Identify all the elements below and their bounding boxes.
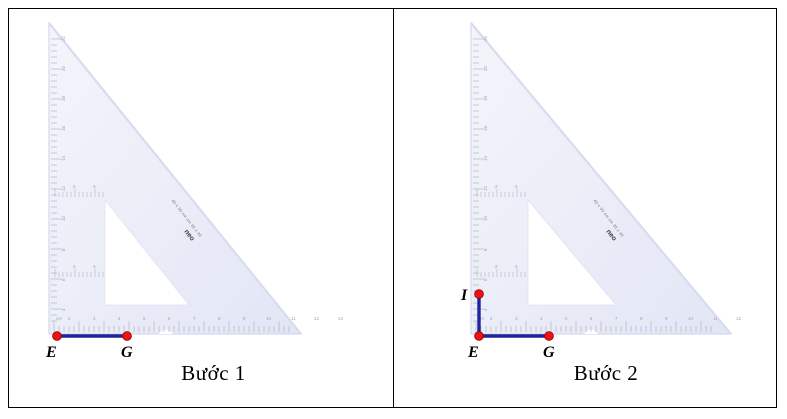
svg-text:2: 2 bbox=[73, 184, 76, 189]
ruler-left-scale: 22 20 18 16 14 12 10 8 6 4 bbox=[51, 36, 66, 322]
bottom-scale-unit: cm bbox=[56, 316, 62, 321]
ruler-inner-cutout bbox=[104, 198, 190, 306]
svg-text:22: 22 bbox=[483, 36, 488, 41]
svg-text:12: 12 bbox=[314, 316, 319, 321]
point-I-marker bbox=[474, 289, 484, 299]
ruler-left-scale: 22 20 18 16 14 12 10 8 6 4 bbox=[473, 36, 488, 322]
svg-text:12: 12 bbox=[61, 186, 66, 191]
panel-step-2: cm 2 3 4 5 6 7 8 9 10 11 12 bbox=[394, 9, 778, 407]
svg-text:3: 3 bbox=[93, 184, 96, 189]
svg-text:22: 22 bbox=[61, 36, 66, 41]
point-G-marker bbox=[122, 331, 132, 341]
set-square-ruler: cm 2 3 4 5 6 7 8 9 10 11 12 bbox=[470, 21, 741, 335]
point-G-marker bbox=[544, 331, 554, 341]
svg-text:2: 2 bbox=[490, 316, 493, 321]
svg-text:20: 20 bbox=[483, 66, 488, 71]
svg-text:2: 2 bbox=[68, 316, 71, 321]
svg-text:11: 11 bbox=[713, 316, 718, 321]
ruler-bottom-scale: cm 2 3 4 5 6 7 8 9 10 11 12 13 bbox=[53, 316, 343, 332]
panel-1-drawing: cm 2 3 4 5 6 7 8 9 10 11 12 13 bbox=[45, 21, 343, 361]
ruler-hypotenuse-edge bbox=[48, 22, 302, 335]
svg-text:9: 9 bbox=[665, 316, 668, 321]
svg-text:16: 16 bbox=[61, 126, 66, 131]
svg-text:18: 18 bbox=[61, 96, 66, 101]
svg-text:4: 4 bbox=[540, 316, 543, 321]
step-1-caption: Bước 1 bbox=[181, 361, 246, 385]
svg-text:2: 2 bbox=[73, 264, 76, 269]
panel-step-1: cm 2 3 4 5 6 7 8 9 10 11 12 13 bbox=[9, 9, 394, 407]
svg-text:13: 13 bbox=[338, 316, 343, 321]
svg-text:3: 3 bbox=[515, 316, 518, 321]
svg-text:10: 10 bbox=[61, 216, 66, 221]
ruler-inner-scales: 2 3 2 3 bbox=[476, 184, 526, 277]
svg-text:2: 2 bbox=[495, 264, 498, 269]
svg-text:8: 8 bbox=[483, 248, 488, 251]
svg-text:11: 11 bbox=[291, 316, 296, 321]
panel-2-drawing: cm 2 3 4 5 6 7 8 9 10 11 12 bbox=[460, 21, 741, 361]
svg-text:6: 6 bbox=[61, 278, 66, 281]
svg-text:6: 6 bbox=[168, 316, 171, 321]
svg-text:14: 14 bbox=[61, 156, 66, 161]
ruler-bottom-scale: cm 2 3 4 5 6 7 8 9 10 11 12 bbox=[475, 316, 741, 332]
svg-text:8: 8 bbox=[640, 316, 643, 321]
svg-text:4: 4 bbox=[118, 316, 121, 321]
svg-text:18: 18 bbox=[483, 96, 488, 101]
point-E-label: E bbox=[467, 344, 479, 361]
svg-text:5: 5 bbox=[143, 316, 146, 321]
svg-text:3: 3 bbox=[515, 184, 518, 189]
svg-text:10: 10 bbox=[483, 216, 488, 221]
point-E-marker bbox=[474, 331, 484, 341]
svg-text:6: 6 bbox=[483, 278, 488, 281]
panel-2-stage: cm 2 3 4 5 6 7 8 9 10 11 12 bbox=[394, 9, 778, 407]
svg-text:7: 7 bbox=[615, 316, 618, 321]
svg-text:2: 2 bbox=[495, 184, 498, 189]
svg-text:9: 9 bbox=[243, 316, 246, 321]
ruler-notch bbox=[159, 329, 173, 334]
ruler-inner-cutout bbox=[527, 198, 617, 306]
geometry-group: E G bbox=[45, 331, 133, 361]
point-G-label: G bbox=[121, 344, 133, 361]
point-E-label: E bbox=[45, 344, 57, 361]
panel-1-stage: cm 2 3 4 5 6 7 8 9 10 11 12 13 bbox=[9, 9, 393, 407]
svg-text:4: 4 bbox=[483, 308, 488, 311]
svg-text:10: 10 bbox=[266, 316, 271, 321]
svg-text:12: 12 bbox=[736, 316, 741, 321]
svg-text:12: 12 bbox=[483, 186, 488, 191]
svg-text:4: 4 bbox=[61, 308, 66, 311]
point-E-marker bbox=[52, 331, 62, 341]
ruler-inner-scales: 2 3 2 3 bbox=[54, 184, 104, 277]
geometry-group: I E G bbox=[460, 287, 555, 361]
svg-text:3: 3 bbox=[515, 264, 518, 269]
svg-text:5: 5 bbox=[565, 316, 568, 321]
point-G-label: G bbox=[543, 344, 555, 361]
svg-text:8: 8 bbox=[218, 316, 221, 321]
svg-text:20: 20 bbox=[61, 66, 66, 71]
bottom-scale-unit: cm bbox=[478, 316, 484, 321]
svg-text:10: 10 bbox=[688, 316, 693, 321]
svg-text:6: 6 bbox=[590, 316, 593, 321]
svg-text:16: 16 bbox=[483, 126, 488, 131]
ruler-hypotenuse-edge bbox=[470, 22, 732, 335]
svg-text:7: 7 bbox=[193, 316, 196, 321]
svg-text:14: 14 bbox=[483, 156, 488, 161]
set-square-ruler: cm 2 3 4 5 6 7 8 9 10 11 12 13 bbox=[48, 21, 343, 335]
figure-frame: cm 2 3 4 5 6 7 8 9 10 11 12 13 bbox=[8, 8, 777, 408]
svg-text:8: 8 bbox=[61, 248, 66, 251]
svg-text:3: 3 bbox=[93, 264, 96, 269]
svg-text:3: 3 bbox=[93, 316, 96, 321]
step-2-caption: Bước 2 bbox=[573, 361, 639, 385]
point-I-label: I bbox=[460, 287, 468, 304]
